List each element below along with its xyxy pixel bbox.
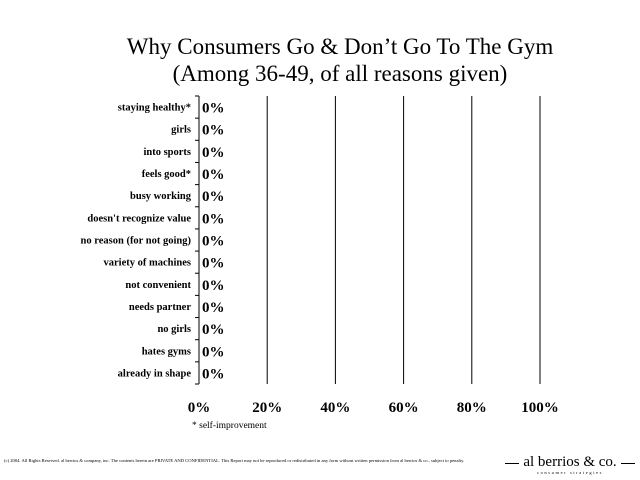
- x-tick-label: 20%: [252, 400, 282, 416]
- data-label: 0%: [202, 123, 225, 139]
- x-tick-label: 40%: [320, 400, 350, 416]
- chart-subtitle: (Among 36-49, of all reasons given): [172, 61, 508, 86]
- footnote: * self-improvement: [192, 421, 267, 431]
- x-tick-label: 0%: [188, 400, 211, 416]
- logo-line-right: [621, 463, 635, 464]
- category-label: staying healthy*: [118, 103, 191, 114]
- data-label: 0%: [202, 167, 225, 183]
- x-tick-label: 80%: [457, 400, 487, 416]
- category-label: no reason (for not going): [81, 236, 192, 247]
- data-label: 0%: [202, 278, 225, 294]
- category-label: doesn't recognize value: [87, 213, 191, 224]
- x-tick-label: 60%: [389, 400, 419, 416]
- logo-line-left: [505, 463, 519, 464]
- data-label: 0%: [202, 256, 225, 272]
- data-label: 0%: [202, 145, 225, 161]
- category-label: variety of machines: [104, 258, 191, 269]
- logo-tagline: consumer strategies: [536, 470, 603, 475]
- category-label: needs partner: [129, 302, 191, 313]
- data-label: 0%: [202, 189, 225, 205]
- data-label: 0%: [202, 101, 225, 117]
- data-label: 0%: [202, 322, 225, 338]
- chart-title: Why Consumers Go & Don’t Go To The Gym: [126, 34, 554, 59]
- copyright-notice: (c) 2004. All Rights Reserved. al berrio…: [4, 458, 465, 463]
- data-label: 0%: [202, 300, 225, 316]
- data-label: 0%: [202, 366, 225, 382]
- company-logo: al berrios & co. consumer strategies: [505, 453, 635, 479]
- logo-name: al berrios & co.: [523, 454, 617, 470]
- category-label: hates gyms: [142, 346, 191, 357]
- data-label: 0%: [202, 234, 225, 250]
- category-label: feels good*: [142, 169, 191, 180]
- data-label: 0%: [202, 344, 225, 360]
- x-tick-label: 100%: [521, 400, 559, 416]
- category-label: girls: [171, 125, 191, 136]
- category-label: already in shape: [118, 368, 192, 379]
- category-label: not convenient: [125, 280, 191, 291]
- category-label: busy working: [130, 191, 192, 202]
- category-label: no girls: [157, 324, 191, 335]
- category-label: into sports: [143, 147, 191, 158]
- data-label: 0%: [202, 211, 225, 227]
